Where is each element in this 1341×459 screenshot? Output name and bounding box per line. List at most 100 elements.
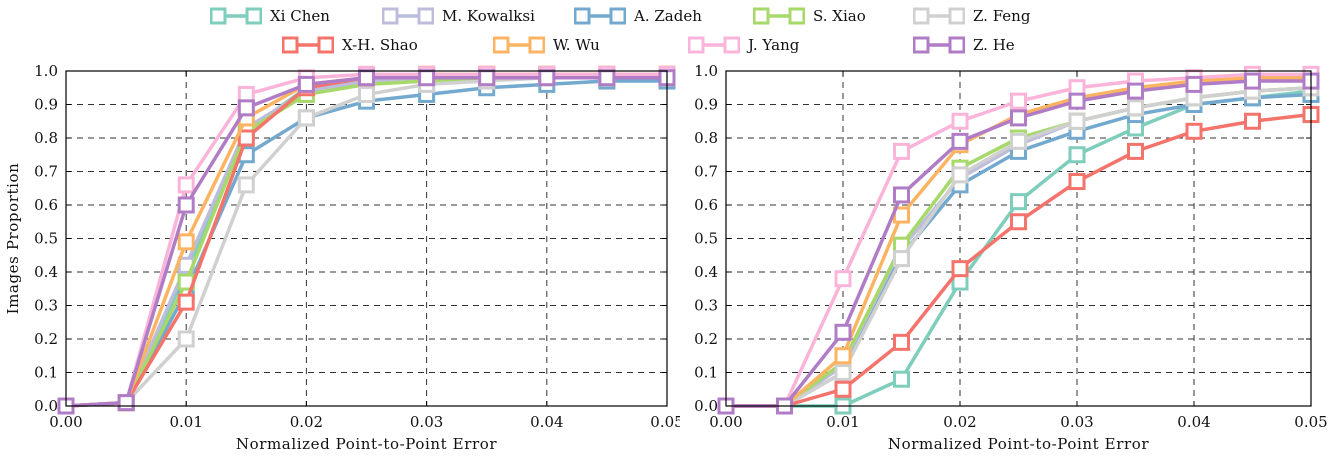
data-point (834, 380, 852, 398)
data-point (1068, 92, 1086, 110)
legend-label: Xi Chen (270, 7, 330, 25)
legend-entry-1: M. Kowalksi (382, 4, 535, 28)
legend-entry-7: J. Yang (688, 33, 799, 57)
data-point (1244, 72, 1261, 90)
data-point (538, 69, 556, 87)
legend-swatch (688, 36, 740, 54)
legend-label: M. Kowalksi (442, 7, 535, 25)
x-tick-label: 0.01 (169, 413, 202, 431)
y-tick-label: 0.7 (34, 163, 58, 181)
y-tick-label: 0.8 (694, 129, 718, 147)
data-point (237, 99, 255, 117)
legend-label: Z. Feng (973, 7, 1031, 25)
data-point (951, 260, 969, 278)
data-point (1127, 99, 1144, 117)
chart-right: 0.00 0.01 0.02 0.03 0.04 0.05 0.0 0.1 0.2 0.3 0.4 0… (694, 62, 1328, 453)
x-tick-label: 0.04 (1177, 413, 1210, 431)
legend-swatch (210, 7, 262, 25)
data-point (893, 333, 910, 351)
legend-entry-3: S. Xiao (753, 4, 866, 28)
data-point (1068, 112, 1086, 130)
data-point (834, 270, 852, 288)
legend-entry-0: Xi Chen (210, 4, 330, 28)
y-tick-label: 0.9 (34, 96, 58, 114)
y-tick-label: 0.0 (694, 397, 718, 415)
plot-frame (65, 70, 668, 407)
data-point (1010, 92, 1027, 110)
x-tick-label: 0.05 (650, 413, 680, 431)
legend-label: W. Wu (553, 36, 600, 54)
data-point (177, 233, 195, 251)
y-tick-label: 0.3 (694, 297, 718, 315)
data-point (478, 69, 496, 87)
legend-swatch (493, 36, 545, 54)
legend-label: X-H. Shao (342, 36, 418, 54)
data-point (177, 293, 195, 311)
y-tick-label: 0.6 (694, 196, 718, 214)
data-point (358, 85, 375, 103)
x-tick-label: 0.04 (530, 413, 563, 431)
chart-left: 0.00 0.01 0.02 0.03 0.04 0.05 0.0 0.1 0.2 0.3 0.4 0… (4, 62, 680, 453)
legend-entry-5: X-H. Shao (282, 33, 418, 57)
y-tick-label: 0.5 (34, 230, 58, 248)
data-point (237, 129, 255, 147)
y-tick-label: 0.3 (34, 297, 58, 315)
legend-entry-4: Z. Feng (913, 4, 1030, 28)
legend-label: S. Xiao (813, 7, 866, 25)
legend-swatch (382, 7, 434, 25)
legend-swatch (753, 7, 805, 25)
data-point (117, 394, 135, 412)
legend-swatch (913, 7, 965, 25)
legend-entry-6: W. Wu (493, 33, 600, 57)
x-tick-label: 0.03 (1060, 413, 1093, 431)
legend-swatch (913, 36, 965, 54)
data-point (834, 364, 852, 381)
data-point (177, 196, 195, 214)
y-tick-label: 0.4 (34, 263, 58, 281)
x-tick-label: 0.02 (943, 413, 976, 431)
data-point (1127, 82, 1144, 100)
data-point (1127, 142, 1144, 160)
data-point (834, 347, 852, 365)
legend: Xi Chen M. Kowalksi A. Zadeh S. Xiao Z. Feng… (0, 0, 1341, 60)
data-point (598, 69, 616, 87)
y-tick-label: 0.1 (694, 364, 718, 382)
data-point (1185, 75, 1203, 93)
data-point (893, 142, 910, 160)
data-point (358, 69, 375, 87)
data-point (834, 323, 852, 341)
data-point (1185, 122, 1203, 140)
data-point (1010, 109, 1027, 127)
x-axis-label: Normalized Point-to-Point Error (888, 435, 1150, 453)
legend-swatch (282, 36, 334, 54)
data-point (1244, 112, 1261, 130)
data-point (893, 250, 910, 268)
x-tick-label: 0.00 (49, 413, 82, 431)
y-tick-label: 0.7 (694, 163, 718, 181)
y-tick-label: 1.0 (34, 62, 58, 80)
data-point (1010, 193, 1027, 211)
data-point (893, 186, 910, 204)
y-tick-label: 0.2 (694, 330, 718, 348)
y-tick-label: 0.8 (34, 129, 58, 147)
legend-label: Z. He (973, 36, 1015, 54)
data-point (951, 132, 969, 150)
series-z-he (717, 72, 1320, 415)
y-tick-label: 0.6 (34, 196, 58, 214)
data-point (297, 109, 315, 127)
data-point (418, 69, 436, 87)
data-point (177, 330, 195, 348)
y-tick-label: 0.5 (694, 230, 718, 248)
data-point (297, 75, 315, 93)
plot-frame (725, 70, 1312, 407)
y-tick-label: 0.2 (34, 330, 58, 348)
data-point (951, 166, 969, 184)
x-tick-label: 0.00 (709, 413, 742, 431)
y-tick-label: 0.4 (694, 263, 718, 281)
data-point (177, 176, 195, 194)
legend-entry-8: Z. He (913, 33, 1015, 57)
data-point (1068, 173, 1086, 191)
legend-swatch (574, 7, 626, 25)
y-tick-label: 0.1 (34, 364, 58, 382)
x-axis-label: Normalized Point-to-Point Error (236, 435, 498, 453)
